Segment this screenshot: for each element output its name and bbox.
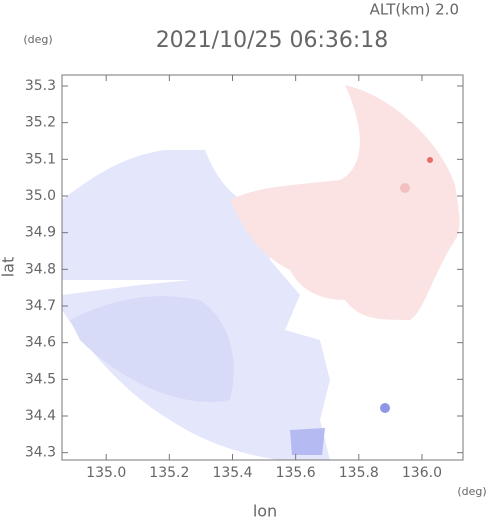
- y-tick-label: 35.2: [25, 115, 56, 131]
- y-unit: (deg): [23, 33, 52, 46]
- red-spot: [427, 157, 433, 163]
- y-tick-label: 35.1: [25, 151, 56, 167]
- blue-spot: [380, 403, 390, 413]
- y-tick-label: 34.7: [25, 298, 56, 314]
- pink-region: [230, 85, 460, 320]
- x-tick-label: 135.4: [212, 465, 252, 481]
- x-axis-label: lon: [253, 502, 277, 521]
- y-tick-label: 34.3: [25, 445, 56, 461]
- y-tick-label: 35.0: [25, 188, 56, 204]
- plot-frame: [61, 74, 464, 461]
- x-tick-label: 135.2: [149, 465, 189, 481]
- pink-spot: [400, 183, 410, 193]
- blue-region-dark: [70, 296, 234, 402]
- radar-field: [62, 85, 460, 460]
- x-tick-label: 135.8: [339, 465, 379, 481]
- blue-spot: [290, 428, 325, 455]
- y-tick-label: 35.3: [25, 78, 56, 94]
- chart-title: 2021/10/25 06:36:18: [156, 28, 389, 53]
- y-tick-label: 34.8: [25, 261, 56, 277]
- y-tick-label: 34.6: [25, 335, 56, 351]
- x-tick-label: 136.0: [402, 465, 442, 481]
- altitude-label: ALT(km) 2.0: [370, 1, 459, 19]
- x-tick-label: 135.6: [276, 465, 316, 481]
- y-tick-label: 34.9: [25, 225, 56, 241]
- y-tick-label: 34.4: [25, 408, 56, 424]
- x-tick-label: 135.0: [86, 465, 126, 481]
- x-unit: (deg): [457, 485, 486, 498]
- y-tick-label: 34.5: [25, 371, 56, 387]
- y-axis-label: lat: [0, 257, 18, 278]
